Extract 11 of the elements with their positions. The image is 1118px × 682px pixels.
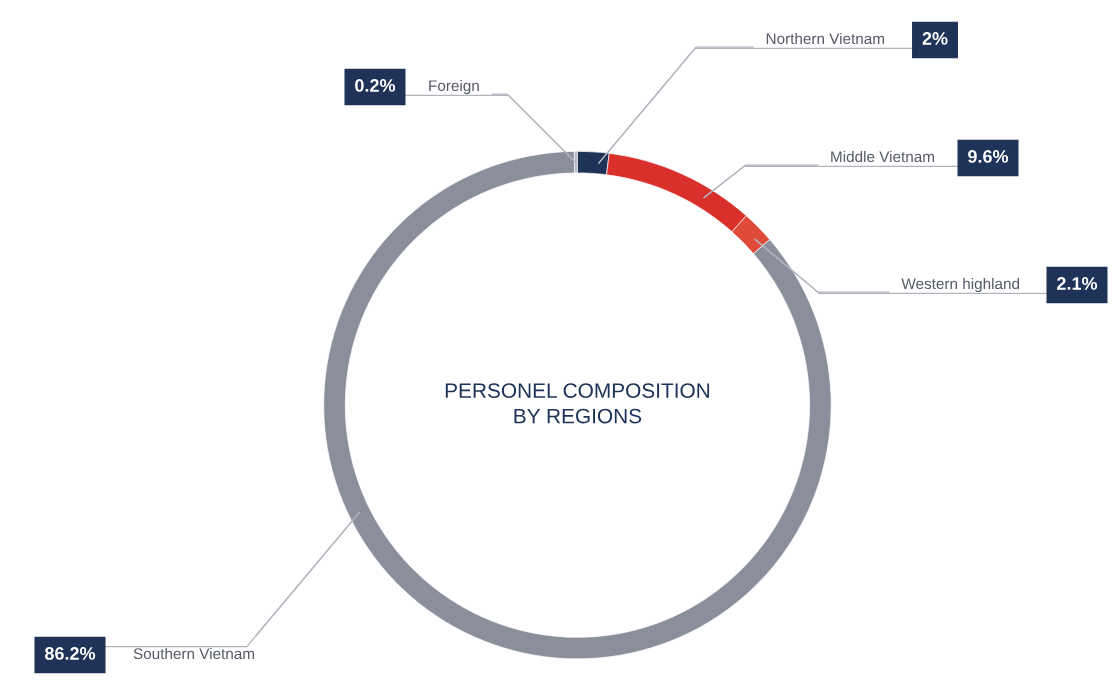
slice-label: Southern Vietnam (133, 647, 255, 660)
data-label: 2% (922, 32, 948, 45)
text: PERSONEL COMPOSITION BY REGIONS (445, 383, 710, 424)
data-label: 0.2% (355, 79, 396, 92)
data-label: 9.6% (968, 150, 1009, 163)
data-label: 86.2% (44, 647, 96, 660)
data-label: 2.1% (1057, 277, 1098, 290)
slice-label: Middle Vietnam (831, 150, 934, 163)
slice-label: Foreign (429, 79, 479, 95)
slice-label: Northern Vietnam (766, 32, 884, 45)
slice-label: Western highland (901, 277, 1020, 293)
